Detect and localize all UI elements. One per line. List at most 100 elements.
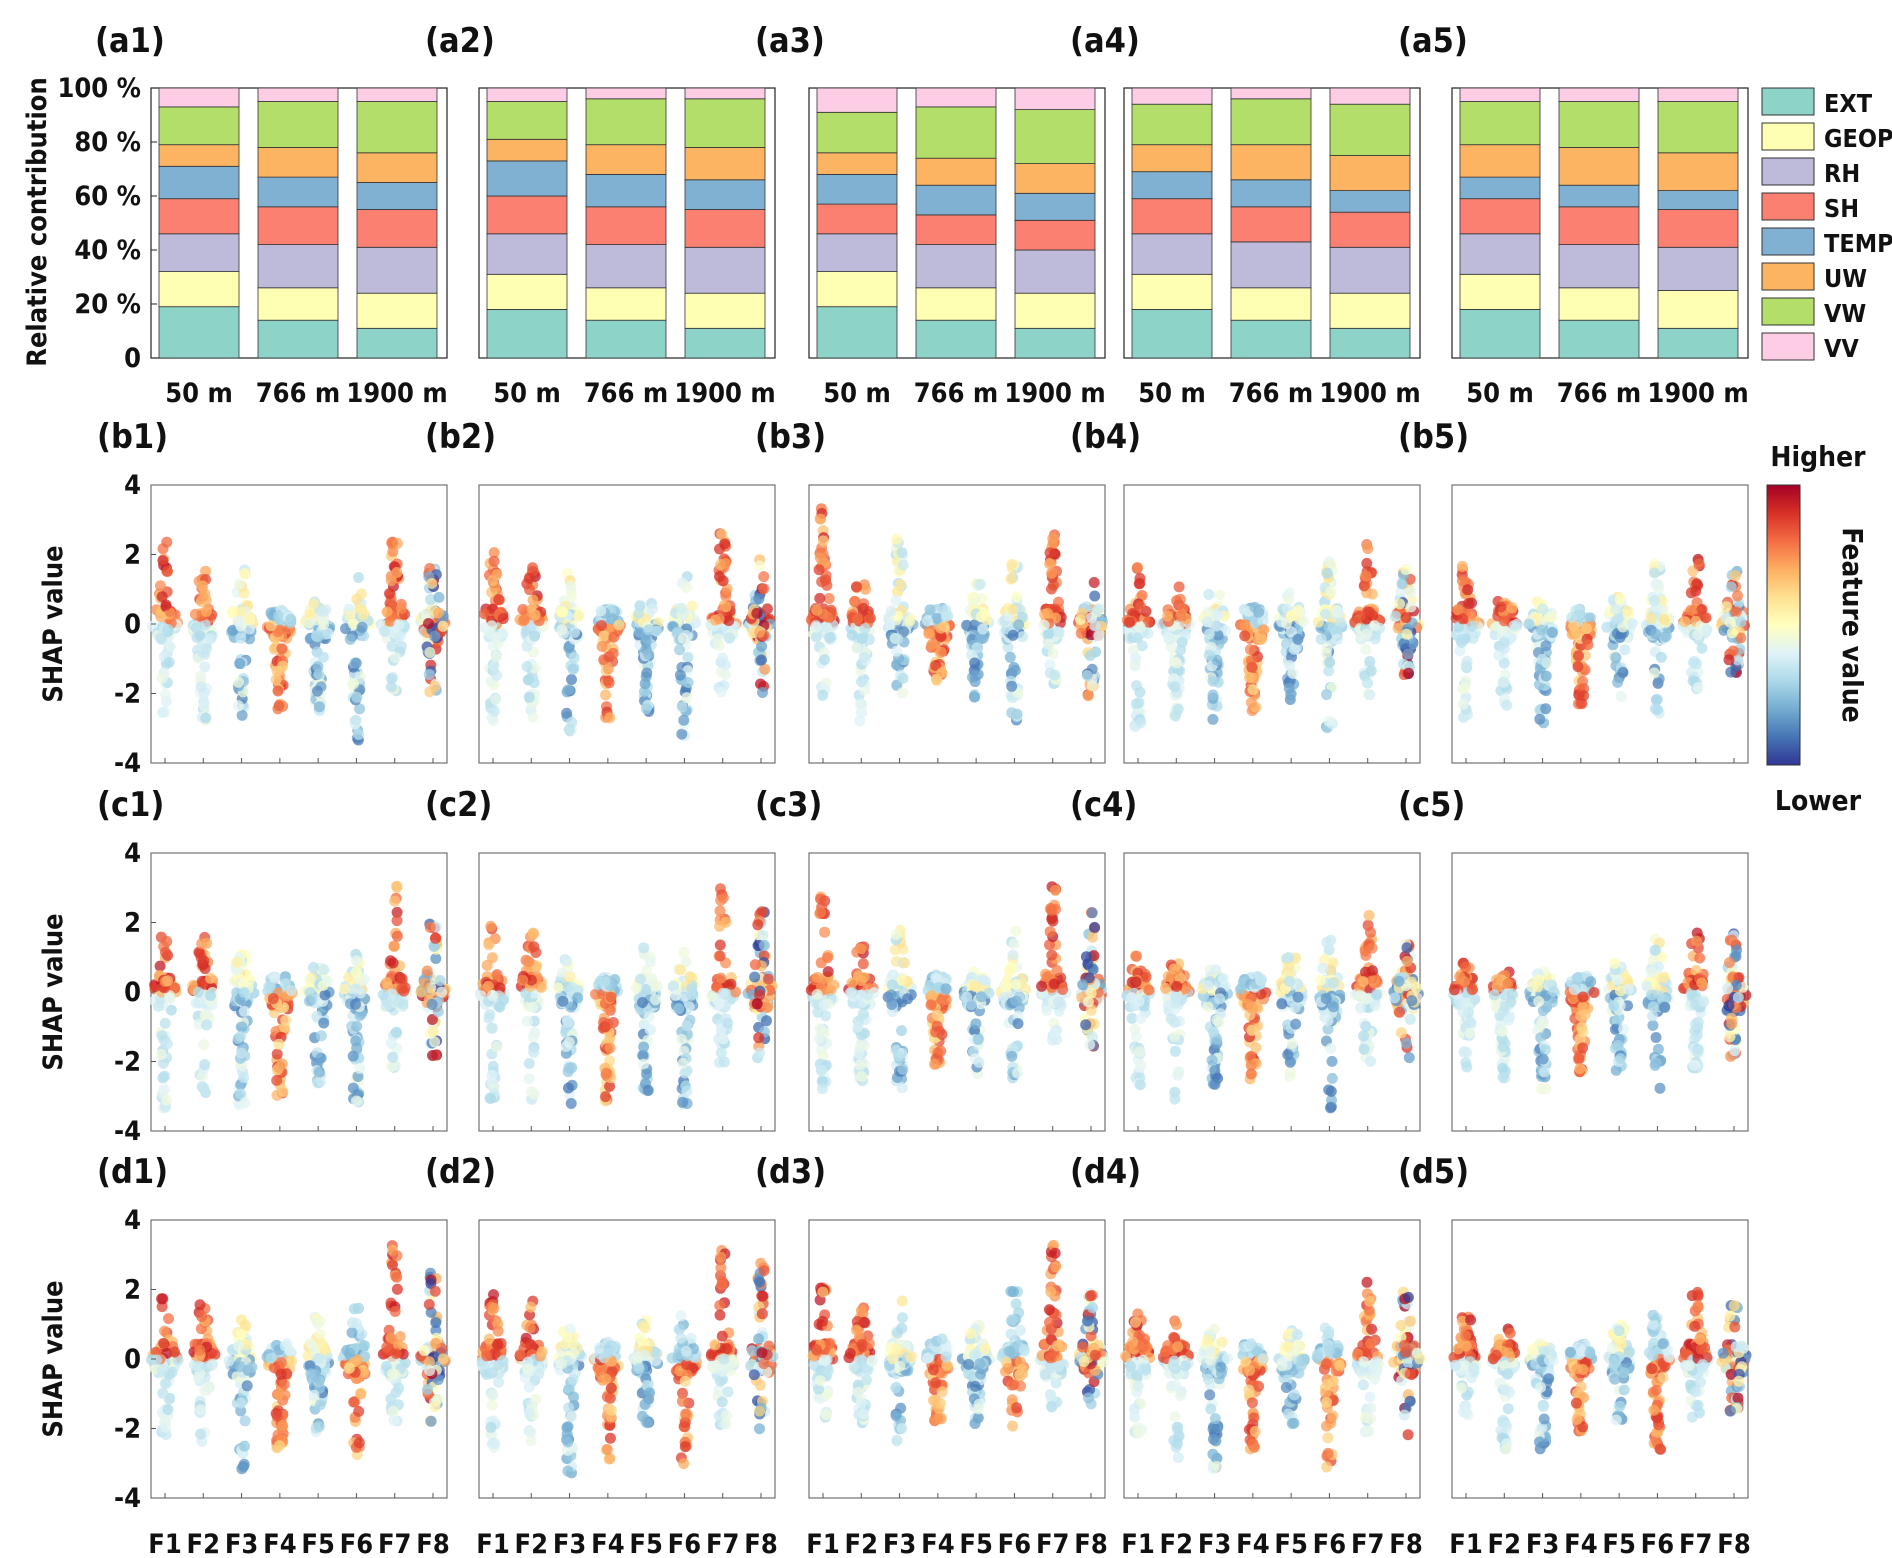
shap-point	[681, 1020, 693, 1031]
shap-point	[896, 974, 908, 986]
shap-point	[1730, 606, 1742, 618]
swarm-f1	[479, 547, 509, 726]
shap-point	[715, 1047, 727, 1059]
swarm-f2	[187, 931, 219, 1099]
bar-segment-rh	[1131, 233, 1213, 275]
shap-point	[1255, 633, 1267, 645]
shap-point	[1392, 622, 1404, 634]
bar-segment-sh	[1131, 198, 1213, 235]
shap-point	[633, 608, 645, 620]
shap-point	[1212, 629, 1224, 641]
shap-point	[161, 565, 173, 577]
shap-point	[1082, 690, 1094, 702]
swarm-f2	[845, 579, 876, 727]
shap-point	[567, 663, 579, 675]
shap-point	[1086, 907, 1098, 919]
shap-point	[238, 1072, 250, 1083]
shap-point	[759, 663, 771, 675]
shap-point	[521, 661, 533, 672]
shap-point	[1361, 557, 1373, 569]
shap-point	[426, 998, 438, 1010]
shap-point	[427, 1026, 439, 1037]
shap-point	[886, 999, 898, 1010]
shap-point	[393, 630, 405, 642]
bar-segment-geop	[816, 271, 898, 308]
shap-point	[885, 989, 897, 1001]
shap-point	[751, 607, 763, 619]
shap-point	[160, 599, 172, 611]
shap-point	[673, 1003, 685, 1015]
shap-point	[897, 672, 909, 684]
swarm-f2	[1486, 595, 1523, 711]
bar-segment-geop	[1014, 292, 1096, 329]
panel-label: (b4)	[1070, 417, 1141, 457]
shap-point	[712, 633, 724, 645]
shap-point	[1456, 636, 1467, 648]
shap-point	[1692, 682, 1704, 693]
shap-point	[285, 613, 297, 625]
bar-segment-temp	[486, 160, 568, 197]
x-tick-label: 50 m	[1138, 378, 1206, 409]
bar-segment-vv	[585, 87, 667, 100]
swarm-f7	[705, 528, 742, 698]
shap-point	[160, 946, 171, 958]
shap-point	[1211, 620, 1222, 632]
shap-point	[676, 701, 688, 713]
bar-segment-uw	[816, 152, 898, 175]
bar-segment-temp	[1329, 190, 1411, 213]
shap-point	[856, 633, 868, 645]
shap-point	[1172, 1066, 1184, 1078]
shap-point	[762, 973, 774, 985]
shap-point	[643, 624, 655, 636]
shap-point	[317, 651, 329, 663]
shap-point	[486, 1069, 498, 1081]
shap-point	[896, 687, 908, 699]
shap-point	[379, 625, 390, 637]
shap-point	[714, 950, 726, 962]
shap-panel-c2: (c2)	[425, 785, 778, 1132]
shap-point	[1017, 631, 1029, 643]
shap-point	[1088, 577, 1100, 588]
shap-point	[1462, 584, 1474, 596]
bar-segment-temp	[1459, 176, 1541, 200]
shap-point	[891, 533, 903, 545]
shap-point	[1077, 979, 1089, 991]
shap-point	[1723, 654, 1735, 666]
shap-point	[235, 1030, 247, 1042]
shap-point	[898, 626, 910, 638]
swarm-f5	[630, 597, 664, 717]
shap-point	[751, 998, 763, 1010]
shap-point	[853, 1047, 865, 1059]
shap-point	[347, 1050, 359, 1062]
shap-point	[892, 586, 904, 598]
bar-segment-sh	[1329, 211, 1411, 248]
shap-point	[390, 1026, 402, 1038]
shap-point	[600, 1091, 611, 1103]
shap-point	[350, 1035, 362, 1047]
bar-segment-vv	[356, 87, 438, 102]
swarm-f3	[882, 533, 919, 699]
bar-segment-rh	[486, 233, 568, 275]
shap-point	[348, 618, 359, 630]
shap-point	[1652, 579, 1664, 591]
x-tick-label: 50 m	[1466, 378, 1534, 409]
shap-point	[1168, 963, 1180, 975]
shap-point	[232, 700, 244, 712]
shap-point	[1400, 564, 1412, 575]
shap-point	[1540, 703, 1552, 715]
shap-point	[1135, 601, 1147, 613]
bar-segment-geop	[257, 287, 339, 321]
shap-point	[487, 640, 499, 652]
shap-point	[1360, 570, 1372, 582]
shap-point	[563, 642, 575, 654]
shap-point	[486, 990, 498, 1002]
shap-point	[1292, 633, 1304, 645]
swarm-f5	[1273, 587, 1309, 705]
y-axis-label: Relative contribution	[22, 77, 53, 367]
shap-point	[674, 964, 686, 976]
shap-point	[567, 982, 578, 994]
shap-point	[1002, 641, 1014, 653]
swarm-f4	[592, 603, 626, 724]
bar-segment-rh	[585, 244, 667, 289]
